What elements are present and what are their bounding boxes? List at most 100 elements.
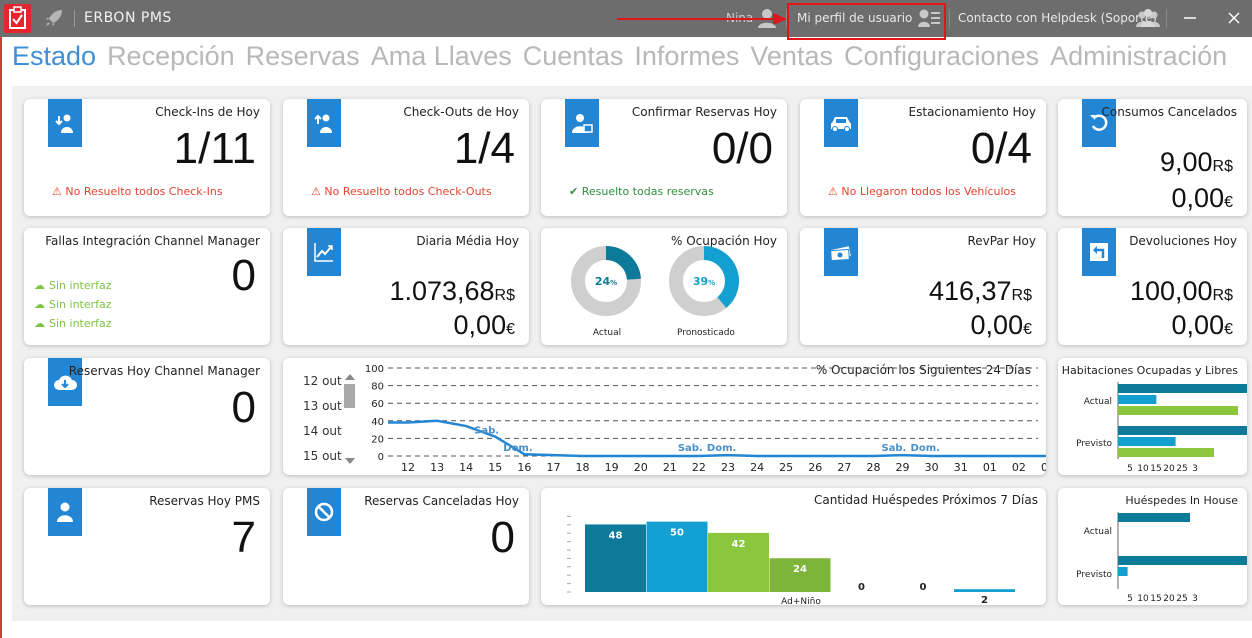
amount: 0,00 (1171, 310, 1225, 340)
amount: 0,00 (1171, 183, 1225, 213)
consumos-eur: 0,00€ (1172, 185, 1233, 212)
app-title: ERBON PMS (84, 10, 172, 26)
bar (585, 524, 646, 592)
card-huespedes-in-house[interactable]: Huéspedes In House Actual Previsto 5 10 15… (1058, 488, 1247, 605)
checkin-icon (48, 99, 82, 147)
nav-ventas[interactable]: Ventas (750, 41, 833, 71)
card-ocupacion-hoy[interactable]: % Ocupación Hoy 24% 39% Actual Pronostic… (541, 228, 787, 345)
bar (1118, 567, 1128, 576)
list-item-label: Sin interfaz (49, 279, 112, 292)
card-consumos-cancelados[interactable]: Consumos Cancelados 9,00R$ 0,00€ (1058, 99, 1247, 216)
x-tick-label: 10 (1137, 594, 1149, 604)
card-title: RevPar Hoy (967, 234, 1036, 248)
main-nav: Estado Recepción Reservas Ama Llaves Cue… (12, 40, 1227, 72)
card-devoluciones[interactable]: Devoluciones Hoy 100,00R$ 0,00€ (1058, 228, 1247, 345)
card-title: Reservas Hoy PMS (149, 494, 260, 508)
card-title: Confirmar Reservas Hoy (631, 105, 777, 119)
card-diaria-media[interactable]: Diaria Média Hoy 1.073,68R$ 0,00€ (283, 228, 529, 345)
x-tick-label: 5 (1127, 594, 1133, 604)
x-tick-label: 20 (634, 461, 648, 474)
card-title: Check-Ins de Hoy (155, 105, 260, 119)
card-parking[interactable]: Estacionamiento Hoy 0/4 ⚠ No Llegaron to… (800, 99, 1046, 216)
card-reservas-pms[interactable]: Reservas Hoy PMS 7 (24, 488, 270, 605)
reservas-canceladas-value: 0 (490, 513, 515, 562)
nav-ama-llaves[interactable]: Ama Llaves (370, 41, 512, 71)
helpdesk-link[interactable]: Contacto con Helpdesk (Soporte) (958, 11, 1157, 25)
x-tick-label: 20 (1163, 464, 1175, 474)
confirm-status: ✔ Resuelto todas reservas (569, 185, 714, 198)
cloud-download-icon (48, 358, 82, 406)
nav-cuentas[interactable]: Cuentas (522, 41, 624, 71)
nav-estado[interactable]: Estado (12, 41, 97, 71)
list-item[interactable]: 12 out (303, 374, 342, 388)
list-item[interactable]: 15 out (303, 449, 342, 463)
chart-title: Cantidad Huéspedes Próximos 7 Días (814, 493, 1038, 507)
checkins-status: ⚠ No Resuelto todos Check-Ins (52, 185, 223, 198)
card-habitaciones[interactable]: Habitaciones Ocupadas y Libres Actual Pr… (1058, 358, 1247, 475)
close-button[interactable] (1222, 6, 1246, 30)
actual-label: Actual (593, 328, 621, 338)
card-title: Check-Outs de Hoy (403, 105, 519, 119)
card-reservas-channel-manager[interactable]: Reservas Hoy Channel Manager 0 (24, 358, 270, 475)
x-tick-label: 3 (1192, 464, 1198, 474)
card-title: Reservas Hoy Channel Manager (68, 364, 260, 378)
user-icon (48, 488, 82, 536)
card-checkouts[interactable]: Check-Outs de Hoy 1/4 ⚠ No Resuelto todo… (283, 99, 529, 216)
category-label: Previsto (1076, 570, 1112, 580)
card-checkins[interactable]: Check-Ins de Hoy 1/11 ⚠ No Resuelto todo… (24, 99, 270, 216)
bar-value-label: 24 (793, 564, 807, 575)
bar (708, 532, 769, 592)
x-tick-label: 17 (546, 461, 560, 474)
nav-recepcion[interactable]: Recepción (107, 41, 235, 71)
card-reservas-canceladas[interactable]: Reservas Canceladas Hoy 0 (283, 488, 529, 605)
devoluciones-eur: 0,00€ (1172, 312, 1233, 339)
x-tick-label: 26 (808, 461, 822, 474)
occupancy-donuts: 24% 39% Actual Pronosticado (571, 246, 739, 338)
bar-value-label: 42 (732, 539, 746, 550)
x-tick-label: 24 (750, 461, 764, 474)
y-tick-label: 40 (371, 417, 384, 428)
category-label: Actual (1084, 397, 1112, 407)
bar-value-label: 0 (920, 582, 927, 593)
channel-fail-value: 0 (231, 251, 256, 300)
y-tick-label: 20 (371, 434, 384, 445)
nav-configuraciones[interactable]: Configuraciones (843, 41, 1040, 71)
x-tick-label: 31 (954, 461, 968, 474)
list-item[interactable]: 14 out (303, 424, 342, 438)
nav-administracion[interactable]: Administración (1050, 41, 1228, 71)
user-icon[interactable] (758, 8, 776, 28)
minimize-button[interactable] (1178, 6, 1202, 30)
currency: R$ (1212, 287, 1233, 304)
profile-link[interactable]: Mi perfil de usuario (797, 11, 913, 25)
x-tick-label: 15 (488, 461, 502, 474)
cloud-icon: ☁ (34, 279, 45, 292)
card-channel-failures[interactable]: Fallas Integración Channel Manager 0 ☁ Si… (24, 228, 270, 345)
card-confirm-reservations[interactable]: Confirmar Reservas Hoy 0/0 ✔ Resuelto to… (541, 99, 787, 216)
chart-title: Huéspedes In House (1125, 494, 1238, 507)
scrollbar[interactable] (283, 358, 363, 475)
card-huespedes-7dias[interactable]: Cantidad Huéspedes Próximos 7 Días 48 50 4… (541, 488, 1046, 605)
check-icon: ✔ (569, 185, 579, 198)
nav-informes[interactable]: Informes (634, 41, 740, 71)
bar (1118, 437, 1176, 446)
series-line (388, 419, 1046, 458)
group-icon[interactable] (1136, 8, 1160, 28)
x-tick-label: 22 (692, 461, 706, 474)
currency: R$ (494, 287, 515, 304)
x-axis-label: Ad+Niño (781, 597, 821, 605)
list-item[interactable]: 13 out (303, 399, 342, 413)
nav-reservas[interactable]: Reservas (245, 41, 360, 71)
rocket-icon[interactable] (44, 8, 64, 28)
user-profile-icon[interactable] (918, 8, 940, 28)
x-tick-label: 01 (983, 461, 997, 474)
status-text: Resuelto todas reservas (581, 185, 714, 198)
window-border (0, 37, 2, 638)
x-tick-label: 18 (576, 461, 590, 474)
x-tick-label: 03 (1041, 461, 1046, 474)
card-occupancy-chart[interactable]: 12 out 13 out 14 out 15 out % Ocupación … (283, 358, 1046, 475)
card-revpar[interactable]: RevPar Hoy 416,37R$ 0,00€ (800, 228, 1046, 345)
title-bar: ERBON PMS Nina Mi perfil de usuario Cont… (0, 0, 1252, 37)
card-title: Reservas Canceladas Hoy (364, 494, 519, 508)
status-text: No Llegaron todos los Vehículos (841, 185, 1016, 198)
bar (769, 558, 831, 592)
